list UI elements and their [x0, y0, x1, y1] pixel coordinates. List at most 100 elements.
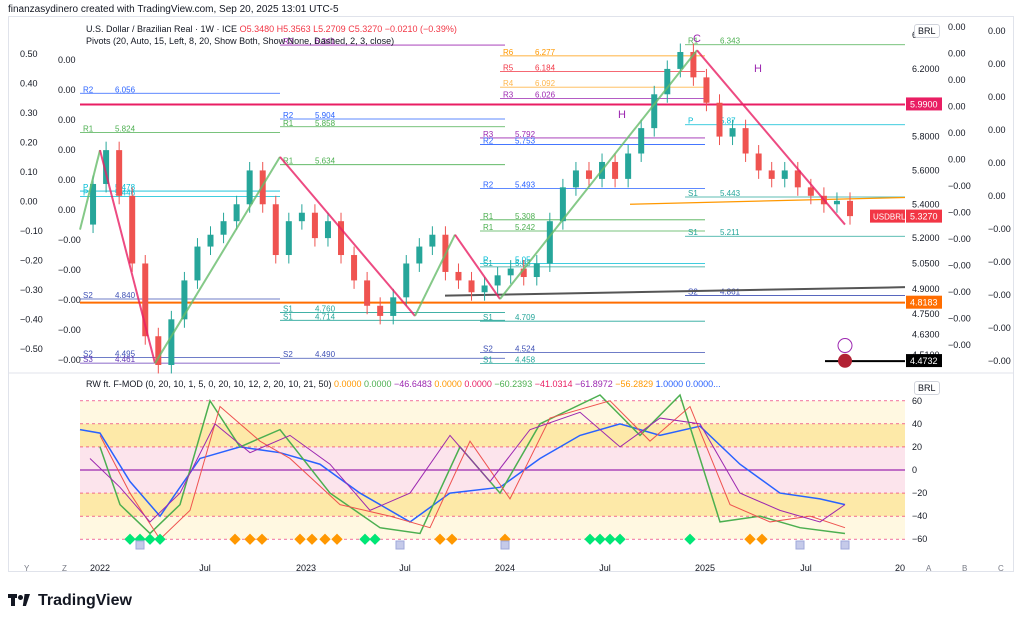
far-right-axis-label: −0.00: [988, 290, 1011, 300]
osc-line-red: [99, 400, 846, 541]
price-axis-label: 5.4000: [912, 199, 940, 209]
pivot-value: 4.461: [115, 355, 136, 364]
price-tag-bg: [906, 209, 942, 223]
zigzag-segment: [696, 49, 846, 226]
pivot-label: S1: [688, 228, 698, 237]
candle-body: [416, 246, 423, 264]
indicator-value: 1.0000: [653, 379, 684, 389]
zigzag-segment: [79, 149, 101, 230]
osc-currency-label[interactable]: BRL: [914, 381, 940, 395]
signal-dot: [446, 533, 458, 545]
indicator-value: 0.0000: [431, 379, 462, 389]
pivot-value: 5.493: [515, 181, 536, 190]
candle-body: [272, 204, 279, 256]
right-axis2-label: −0.00: [948, 287, 971, 297]
price-axis-label: 4.6300: [912, 330, 940, 340]
left-axis-label: −0.50: [20, 344, 43, 354]
signal-marker: [500, 540, 510, 550]
indicator-values: 0.0000 0.0000 −46.6483 0.0000 0.0000 −60…: [334, 379, 721, 389]
pivot-value: 4.714: [315, 312, 336, 321]
pivot-value: 5.478: [115, 183, 136, 192]
signal-dot: [256, 533, 268, 545]
pivot-label: S1: [283, 312, 293, 321]
bottom-scale-letter: Z: [62, 564, 67, 573]
pivot-value: 5.87: [720, 117, 736, 126]
osc-band-upper: [80, 423, 905, 447]
candle-body: [729, 128, 736, 137]
pivot-value: 5.753: [515, 137, 536, 146]
left-axis2-label: 0.00: [58, 205, 76, 215]
signal-dot: [584, 533, 596, 545]
trend-line-grey: [444, 286, 906, 297]
signal-marker: [795, 540, 805, 550]
pattern-annotation: H: [754, 63, 762, 75]
x-axis-label: Jul: [399, 563, 411, 573]
price-tag: 5.3270: [910, 212, 938, 222]
candle-body: [194, 246, 201, 281]
us-flag-icon: [838, 353, 852, 368]
pivot-label: S1: [688, 189, 698, 198]
pivot-label: R3: [283, 37, 294, 46]
pivot-label: P: [483, 255, 488, 264]
candle-body: [833, 200, 840, 205]
pivot-label: R2: [483, 181, 494, 190]
right-axis2-label: −0.00: [948, 208, 971, 218]
left-axis-label: 0.40: [20, 79, 38, 89]
price-axis-label: 4.9000: [912, 284, 940, 294]
left-axis2-label: −0.00: [58, 325, 81, 335]
signal-dot: [684, 533, 696, 545]
candle-body: [168, 319, 175, 365]
left-axis-label: 0.30: [20, 108, 38, 118]
pivot-label: R1: [483, 223, 494, 232]
pivot-label: P: [83, 183, 88, 192]
pivot-label: S2: [283, 350, 293, 359]
candle-body: [181, 280, 188, 320]
candle-body: [103, 150, 110, 184]
signal-dot: [144, 533, 156, 545]
candle-body: [781, 170, 788, 179]
chart-panel[interactable]: [8, 16, 1014, 572]
left-axis2-label: 0.00: [58, 115, 76, 125]
indicator-name: RW ft. F-MOD (0, 20, 10, 1, 5, 0, 20, 10…: [86, 379, 332, 389]
brand-name: TradingView: [38, 592, 132, 609]
pivot-label: R2: [283, 111, 294, 120]
pivot-label: R1: [688, 37, 699, 46]
osc-axis-label: 60: [912, 396, 922, 406]
left-axis-label: −0.10: [20, 226, 43, 236]
indicator-value: 0.0000: [333, 379, 362, 389]
tradingview-logo-icon: [8, 594, 32, 608]
zigzag-segment: [454, 234, 501, 300]
candle-body: [390, 297, 397, 316]
footer-brand: TradingView: [8, 592, 132, 610]
pivot-value: 6.026: [535, 90, 556, 99]
signal-dot: [331, 533, 343, 545]
osc-axis-label: 0: [912, 465, 917, 475]
candle-body: [690, 51, 697, 78]
open-value: O5.3480: [239, 24, 275, 34]
signal-marker: [135, 540, 145, 550]
candle-body: [559, 187, 566, 222]
pivot-value: 4.495: [115, 349, 136, 358]
pivot-label: R2: [483, 137, 494, 146]
left-axis2-label: −0.00: [58, 295, 81, 305]
candle-body: [533, 263, 540, 278]
far-right-axis-label: −0.00: [988, 257, 1011, 267]
candle-body: [716, 102, 723, 137]
pivot-value: 6.184: [535, 64, 556, 73]
currency-label[interactable]: BRL: [914, 24, 940, 38]
left-axis-label: 0.00: [20, 197, 38, 207]
candle-body: [142, 263, 149, 337]
price-axis-label: 6.2000: [912, 64, 940, 74]
candle-body: [794, 170, 801, 188]
pivot-value: 5.211: [720, 228, 740, 237]
pivot-value: 6.056: [115, 85, 136, 94]
price-tag-bg: [906, 354, 942, 368]
candle-body: [664, 68, 671, 95]
osc-axis-label: −60: [912, 534, 927, 544]
osc-axis-label: −40: [912, 511, 927, 521]
indicator-value: −46.6483: [391, 379, 432, 389]
low-value: L5.2709: [313, 24, 346, 34]
candle-body: [246, 170, 253, 205]
zigzag-segment: [414, 234, 456, 317]
